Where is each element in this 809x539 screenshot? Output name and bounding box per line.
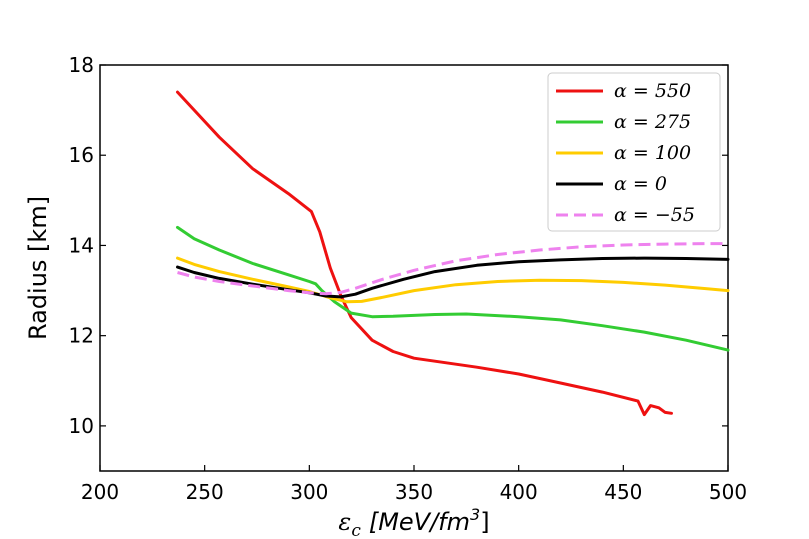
y-tick-label: 12 bbox=[69, 324, 94, 348]
x-axis-label-sub: c bbox=[351, 521, 361, 539]
x-axis-label-main: ε bbox=[338, 508, 351, 536]
series-line-2 bbox=[176, 256, 730, 304]
x-tick-label: 450 bbox=[604, 480, 642, 504]
y-axis-label: Radius [km] bbox=[24, 196, 52, 340]
x-axis-label: εc [MeV/fm3] bbox=[338, 505, 489, 539]
x-tick-label: 400 bbox=[500, 480, 538, 504]
legend-label-4: α = −55 bbox=[614, 204, 695, 226]
legend-box bbox=[547, 72, 721, 232]
y-tick-label: 16 bbox=[69, 143, 94, 167]
x-tick-label: 250 bbox=[186, 480, 224, 504]
series-line-1 bbox=[176, 225, 730, 352]
series-lines bbox=[176, 90, 730, 417]
x-axis-label-sup: 3 bbox=[470, 505, 480, 524]
x-tick-label: 500 bbox=[709, 480, 747, 504]
y-ticks: 10 12 14 16 18 bbox=[69, 53, 728, 438]
x-axis-label-unit: [MeV/fm bbox=[369, 508, 470, 536]
legend-label-2: α = 100 bbox=[614, 142, 691, 164]
y-tick-label: 18 bbox=[69, 53, 94, 77]
series-line-4 bbox=[177, 242, 728, 296]
legend-label-0: α = 550 bbox=[614, 80, 691, 102]
legend-entries: α = 550 α = 275 α = 100 α = 0 α = −55 bbox=[556, 80, 695, 226]
legend-label-3: α = 0 bbox=[614, 173, 667, 195]
y-tick-label: 14 bbox=[69, 233, 94, 257]
x-tick-label: 200 bbox=[81, 480, 119, 504]
series-line-3 bbox=[176, 256, 730, 299]
y-tick-label: 10 bbox=[69, 414, 94, 438]
legend: α = 550 α = 275 α = 100 α = 0 α = −55 bbox=[547, 72, 721, 232]
x-ticks: 200 250 300 350 400 450 500 bbox=[81, 465, 747, 504]
x-tick-label: 350 bbox=[395, 480, 433, 504]
x-axis-label-close: ] bbox=[480, 508, 489, 536]
legend-label-1: α = 275 bbox=[614, 111, 691, 133]
series-line-0 bbox=[176, 90, 673, 417]
x-tick-label: 300 bbox=[290, 480, 328, 504]
